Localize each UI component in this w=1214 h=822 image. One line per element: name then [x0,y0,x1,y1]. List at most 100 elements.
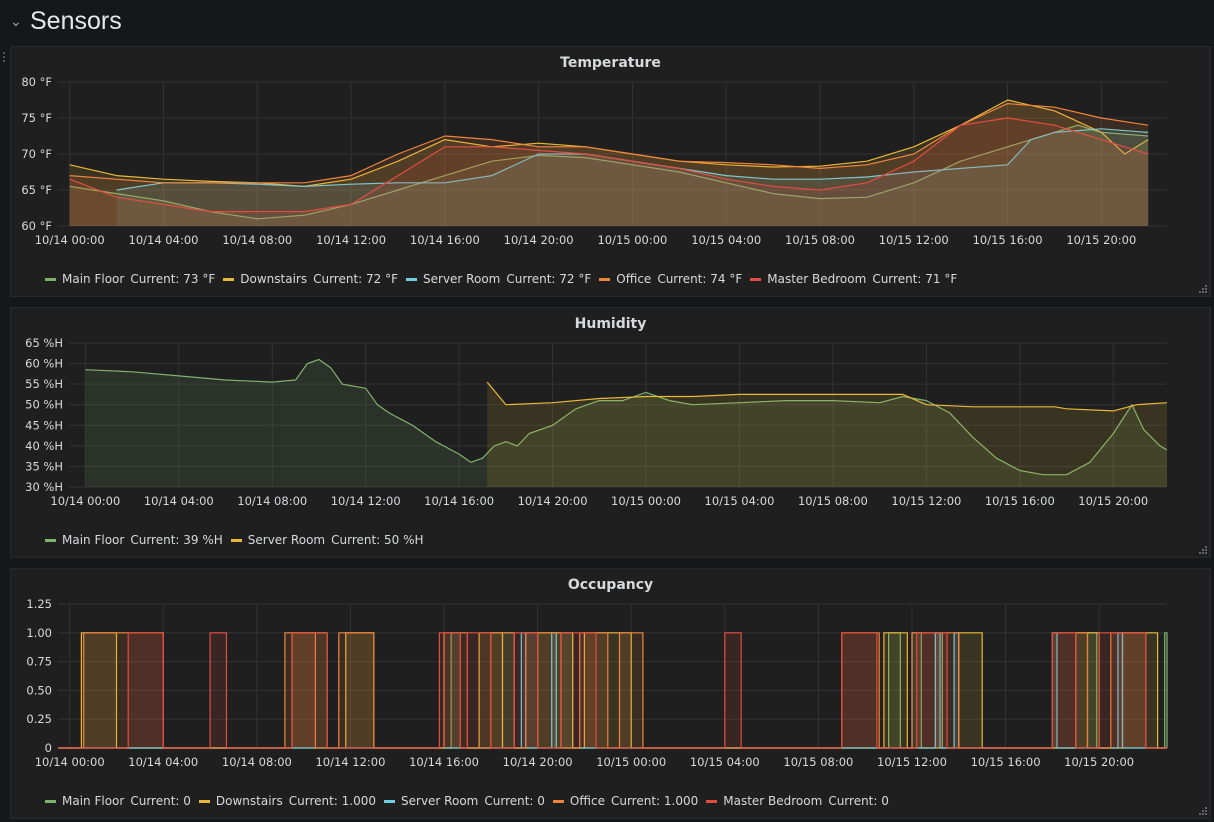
legend-swatch[interactable] [45,538,56,542]
series-line [69,117,1149,213]
legend: Main Floor Current: 0 Downstairs Current: 1… [45,794,889,808]
legend-swatch[interactable] [552,799,564,803]
legend-item[interactable]: Main Floor Current: 0 [45,794,191,808]
x-tick-label: 10/15 16:00 [971,755,1041,769]
legend-swatch[interactable] [706,799,718,803]
panel-occupancy: Occupancy 0 0.25 0.50 0.75 1.00 1.25 10/14 00:… [10,568,1211,819]
panel-title[interactable]: Humidity [574,316,647,332]
legend-series-name[interactable]: Downstairs [215,794,283,808]
x-tick-label: 10/15 16:00 [973,233,1043,247]
x-tick-label: 10/15 08:00 [785,233,855,247]
legend-series-name[interactable]: Master Bedroom [767,272,867,286]
panel-title[interactable]: Occupancy [567,577,654,593]
x-tick-label: 10/14 04:00 [128,755,198,769]
panel-humidity: Humidity 30 %H 35 %H 40 %H 45 %H 50 %H 55 %H 6… [10,307,1211,558]
y-tick-label: 65 °F [21,183,52,197]
legend-item[interactable]: Downstairs Current: 72 °F [223,272,398,286]
legend-series-name[interactable]: Main Floor [62,272,125,286]
legend-item[interactable]: Master Bedroom Current: 0 [706,794,889,808]
series-area [58,632,1167,748]
legend-swatch[interactable] [198,799,210,803]
legend-series-name[interactable]: Office [616,272,652,286]
series-area [58,632,1167,748]
legend-item[interactable]: Downstairs Current: 1.000 [198,794,376,808]
y-tick-label: 75 °F [21,111,52,125]
legend-series-name[interactable]: Office [569,794,605,808]
x-tick-label: 10/15 08:00 [783,755,853,769]
legend-item[interactable]: Main Floor Current: 73 °F [45,272,215,286]
legend-swatch[interactable] [750,277,762,281]
legend-item[interactable]: Server Room Current: 72 °F [406,272,591,286]
y-tick-label: 0.75 [26,655,52,669]
x-tick-label: 10/15 04:00 [691,233,761,247]
y-tick-label: 70 °F [21,147,52,161]
legend-series-name[interactable]: Main Floor [62,533,125,547]
series-area [58,632,1167,748]
resize-handle-icon[interactable] [1199,285,1207,293]
legend-current-value: Current: 39 %H [130,533,223,547]
x-tick-label: 10/14 16:00 [424,494,494,508]
legend-series-name[interactable]: Master Bedroom [723,794,823,808]
legend-series-name[interactable]: Server Room [423,272,501,286]
occupancy-graph[interactable]: 0 0.25 0.50 0.75 1.00 1.25 10/14 00:00 10/14 04… [11,569,1210,818]
y-tick-label: 40 %H [25,439,63,453]
x-tick-label: 10/14 00:00 [35,233,105,247]
x-tick-label: 10/15 08:00 [798,494,868,508]
legend-item[interactable]: Main Floor Current: 39 %H [45,533,223,547]
legend-item[interactable]: Office Current: 74 °F [599,272,742,286]
panel-temperature: Temperature 60 °F 65 °F 70 °F 75 °F 80 °F 10/… [10,46,1211,297]
series-area [69,103,1149,226]
legend-series-name[interactable]: Downstairs [240,272,308,286]
row-header[interactable]: ⌄ Sensors [0,0,1214,44]
y-tick-label: 1.00 [26,626,52,640]
legend-swatch[interactable] [223,277,235,281]
x-tick-label: 10/15 12:00 [879,233,949,247]
legend-swatch[interactable] [599,277,611,281]
legend-current-value: Current: 72 °F [313,272,399,286]
x-tick-label: 10/14 04:00 [144,494,214,508]
x-tick-label: 10/15 12:00 [877,755,947,769]
legend-item[interactable]: Office Current: 1.000 [552,794,698,808]
legend-item[interactable]: Master Bedroom Current: 71 °F [750,272,957,286]
x-tick-label: 10/15 00:00 [611,494,681,508]
y-tick-label: 55 %H [25,377,63,391]
legend-swatch[interactable] [230,538,242,542]
legend-series-name[interactable]: Server Room [401,794,479,808]
legend-item[interactable]: Server Room Current: 0 [384,794,545,808]
x-tick-label: 10/14 20:00 [503,755,573,769]
x-tick-label: 10/14 08:00 [222,233,292,247]
legend-swatch[interactable] [406,277,418,281]
x-tick-label: 10/14 12:00 [331,494,401,508]
legend-current-value: Current: 74 °F [657,272,743,286]
resize-handle-icon[interactable] [1199,546,1207,554]
series-area [69,100,1149,226]
legend-series-name[interactable]: Server Room [247,533,326,547]
legend-item[interactable]: Server Room Current: 50 %H [230,533,424,547]
series-area [58,632,1167,748]
y-tick-label: 1.25 [26,597,52,611]
series-area [69,125,1149,226]
legend-current-value: Current: 0 [484,794,545,808]
x-tick-label: 10/15 16:00 [985,494,1055,508]
resize-handle-icon[interactable] [1199,807,1207,815]
row-title[interactable]: Sensors [30,7,122,35]
temperature-graph[interactable]: 60 °F 65 °F 70 °F 75 °F 80 °F 10/14 00:00 10/1… [11,47,1210,296]
humidity-graph[interactable]: 30 %H 35 %H 40 %H 45 %H 50 %H 55 %H 60 %H 65 %H… [11,308,1210,557]
x-tick-label: 10/14 00:00 [35,755,105,769]
legend-current-value: Current: 73 °F [130,272,216,286]
y-tick-label: 65 %H [25,336,63,350]
series-line [69,124,1149,220]
legend-swatch[interactable] [45,277,56,281]
x-tick-label: 10/15 04:00 [690,755,760,769]
legend-swatch[interactable] [384,799,396,803]
series-line [85,358,1168,476]
legend-series-name[interactable]: Main Floor [62,794,125,808]
x-tick-label: 10/14 20:00 [518,494,588,508]
drag-handle-icon[interactable] [3,52,7,66]
y-tick-label: 45 %H [25,418,63,432]
panel-title[interactable]: Temperature [560,55,661,71]
chevron-down-icon[interactable]: ⌄ [10,14,22,30]
legend-swatch[interactable] [45,799,56,803]
y-tick-label: 0.50 [26,683,52,697]
y-tick-label: 35 %H [25,459,63,473]
